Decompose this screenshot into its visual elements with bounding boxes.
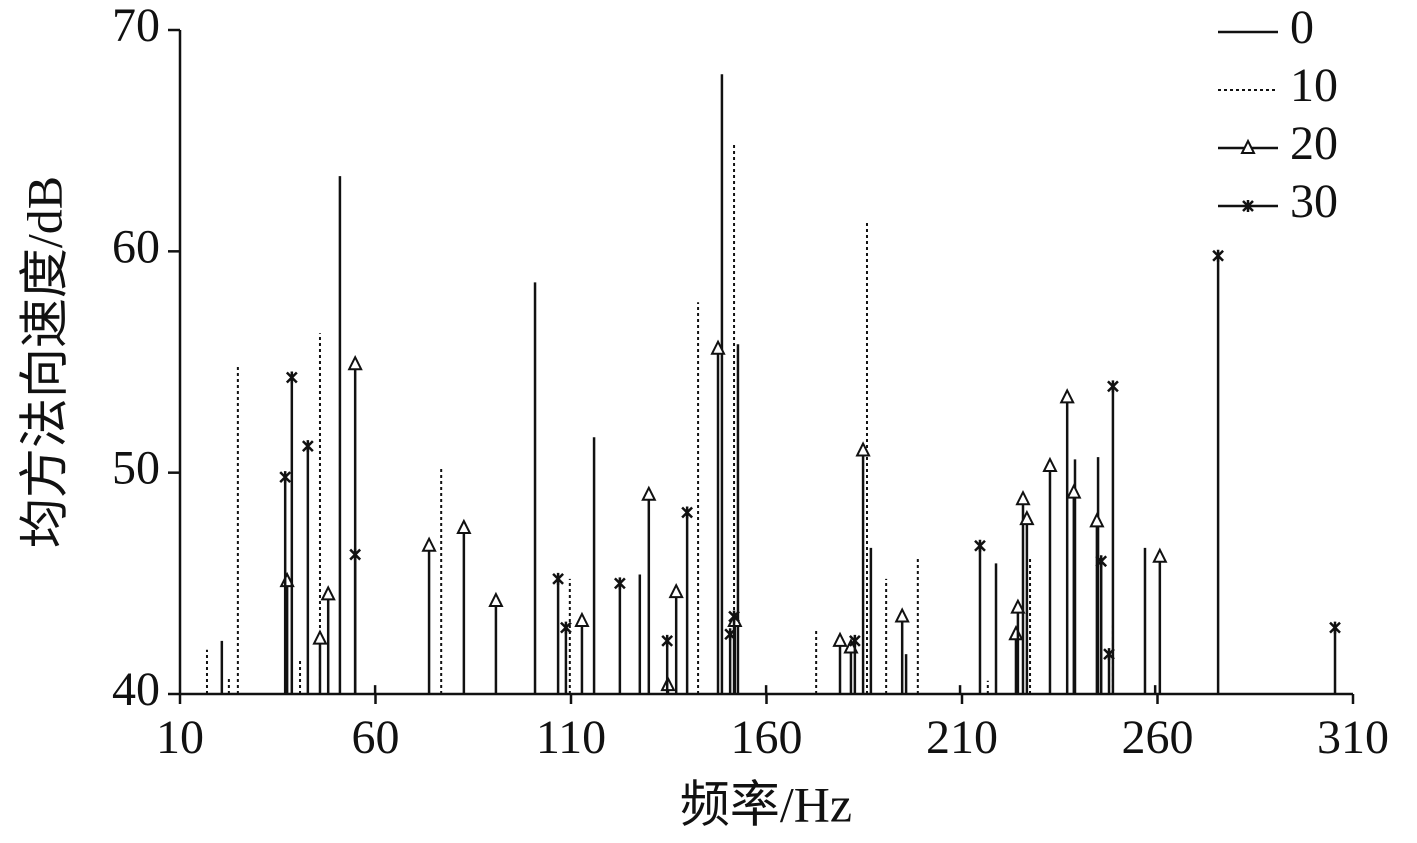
marker-triangle — [1042, 456, 1058, 473]
x-tick-label: 10 — [156, 711, 204, 764]
x-tick-label: 260 — [1122, 711, 1194, 764]
marker-x — [285, 371, 298, 384]
x-axis-label: 频率/Hz — [680, 776, 852, 832]
x-tick-label: 310 — [1317, 711, 1389, 764]
marker-x — [279, 471, 292, 484]
marker-triangle — [641, 485, 657, 501]
marker-triangle — [347, 354, 363, 371]
marker-triangle — [855, 441, 871, 457]
marker-triangle — [1066, 483, 1082, 499]
legend-label: 0 — [1290, 1, 1314, 54]
marker-triangle — [832, 631, 848, 647]
marker-x — [848, 634, 861, 647]
y-tick-label: 60 — [112, 220, 160, 273]
marker-triangle — [574, 611, 590, 627]
marker-triangle — [668, 582, 684, 599]
legend-label: 30 — [1290, 175, 1338, 228]
marker-x — [1107, 380, 1119, 393]
legend-label: 20 — [1290, 117, 1338, 170]
y-tick-label: 50 — [112, 442, 160, 495]
marker-triangle — [1008, 625, 1024, 641]
marker-triangle — [1059, 388, 1075, 404]
marker-triangle — [894, 607, 910, 623]
marker-x — [661, 634, 674, 647]
legend-label: 10 — [1290, 59, 1338, 112]
marker-x — [552, 572, 564, 585]
y-tick-label: 70 — [112, 0, 160, 52]
y-axis-label: 均方法向速度/dB — [16, 176, 72, 548]
legend-marker — [1240, 138, 1256, 154]
x-tick-label: 110 — [536, 711, 606, 764]
marker-triangle — [1089, 512, 1105, 528]
x-tick-label: 160 — [731, 711, 803, 764]
marker-x — [681, 506, 694, 519]
marker-x — [1329, 621, 1341, 634]
marker-triangle — [1019, 509, 1035, 526]
marker-x — [974, 539, 986, 552]
marker-triangle — [456, 518, 472, 534]
marker-x — [1095, 555, 1108, 568]
marker-x — [613, 577, 626, 590]
marker-triangle — [1015, 489, 1031, 506]
marker-x — [1212, 249, 1224, 262]
legend-marker — [1242, 200, 1254, 212]
y-tick-label: 40 — [112, 663, 160, 716]
marker-triangle — [1152, 547, 1168, 563]
x-tick-label: 60 — [352, 711, 400, 764]
marker-triangle — [320, 585, 336, 601]
marker-triangle — [421, 536, 437, 552]
x-tick-label: 210 — [926, 711, 998, 764]
marker-x — [560, 621, 572, 634]
marker-x — [301, 440, 314, 453]
marker-triangle — [488, 591, 504, 608]
marker-x — [349, 548, 362, 561]
marker-x — [728, 610, 740, 623]
marker-triangle — [312, 629, 328, 645]
marker-triangle — [1010, 598, 1026, 614]
marker-triangle — [710, 339, 726, 355]
